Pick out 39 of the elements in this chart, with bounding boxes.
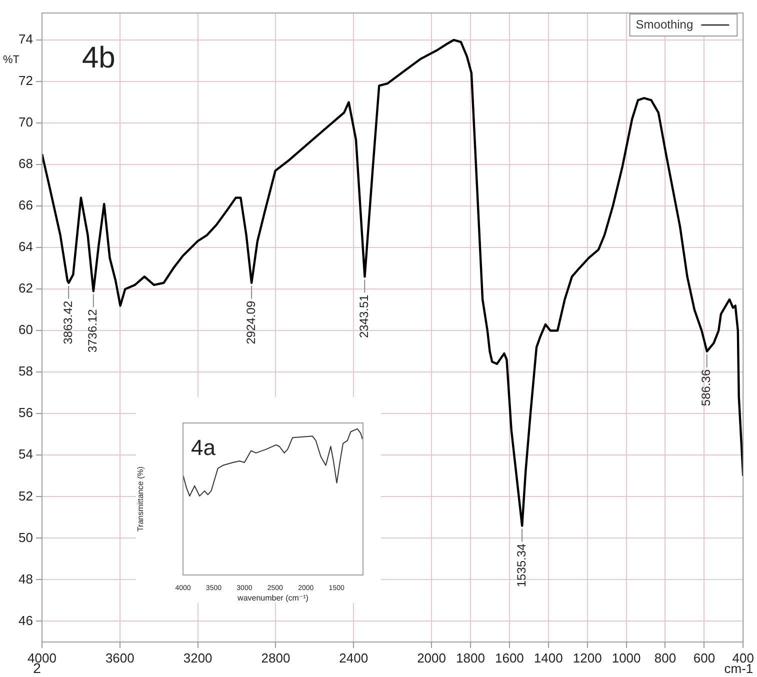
y-tick-label: 62	[18, 280, 33, 296]
x-tick-label: 600	[693, 650, 716, 666]
annotation: 4b	[82, 41, 116, 74]
y-tick-label: 70	[18, 114, 33, 130]
y-tick-label: 48	[18, 571, 33, 586]
y-tick-label: 56	[18, 405, 33, 420]
annotation: 4a	[191, 435, 216, 460]
y-axis-title: %T	[3, 54, 20, 66]
legend-label: Smoothing	[636, 17, 694, 32]
y-tick-label: 74	[18, 32, 33, 47]
y-tick-label: 58	[18, 364, 33, 379]
x-tick-label: 2400	[339, 650, 368, 666]
x-tick-label: 2000	[417, 650, 446, 666]
x-tick-label: 3200	[183, 650, 212, 666]
x-tick-label: 800	[654, 650, 676, 666]
y-tick-label: 64	[18, 239, 33, 254]
y-tick-label: 60	[18, 322, 33, 338]
y-tick-label: 66	[18, 198, 33, 213]
y-tick-label: 54	[18, 446, 33, 462]
annotation: 586.36	[699, 369, 714, 406]
annotation: 3863.42	[60, 300, 75, 344]
y-tick-label: 50	[18, 530, 33, 545]
annotation: 1535.34	[514, 543, 528, 588]
x-tick-label: 1400	[534, 650, 563, 666]
x-tick-label: 1800	[456, 650, 485, 666]
x-tick-label: 2800	[261, 650, 290, 666]
y-tick-label: 46	[18, 612, 33, 628]
annotation: 2924.09	[244, 300, 258, 344]
y-tick-label: 52	[18, 488, 33, 504]
x-tick-label: 1200	[572, 650, 602, 666]
annotation: 3736.12	[86, 308, 100, 353]
x-tick-label: 1600	[494, 650, 524, 666]
y-tick-label: 72	[18, 73, 33, 88]
y-axis-title: Transmittance (%)	[136, 466, 146, 532]
annotation: 2343.51	[356, 294, 371, 338]
x-axis-title: wavenumber (cm⁻¹)	[236, 593, 309, 602]
x-tick-label: 3600	[105, 650, 134, 666]
y-tick-label: 68	[18, 156, 33, 172]
x-tick-label: 1000	[612, 650, 641, 666]
